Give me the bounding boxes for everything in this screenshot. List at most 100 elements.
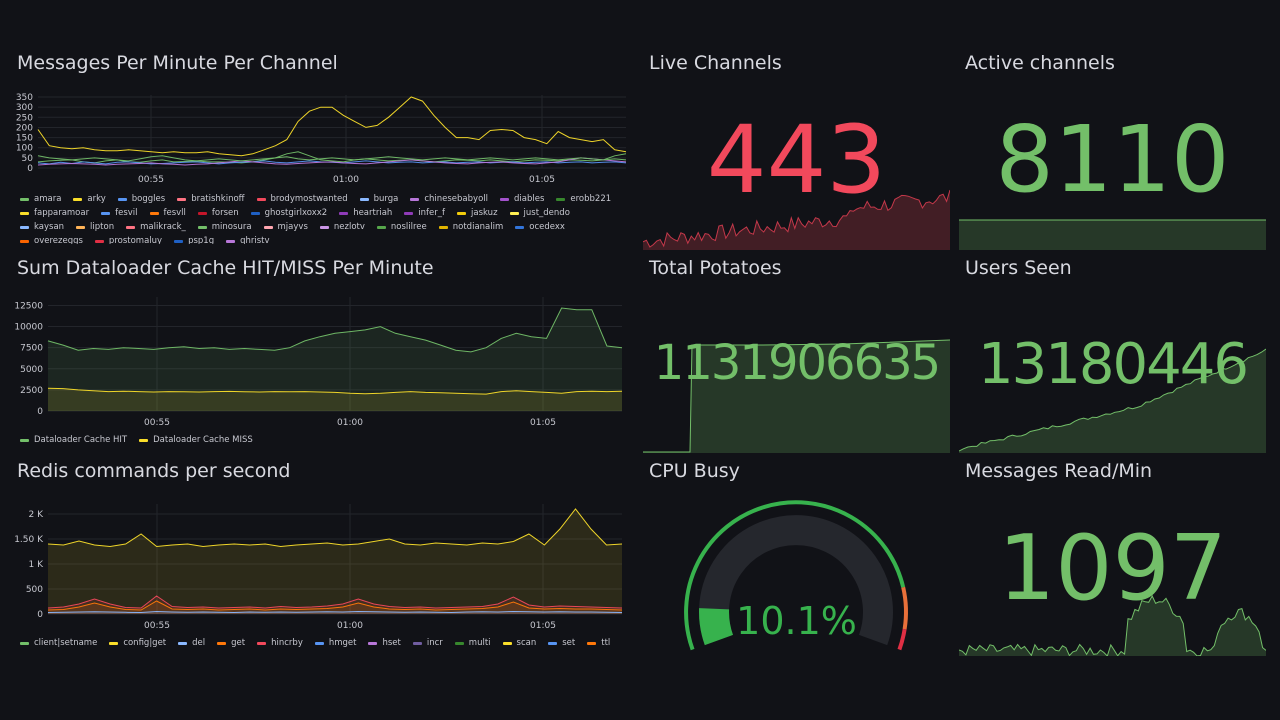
- x-tick-label: 01:05: [530, 621, 556, 631]
- legend-item[interactable]: qhristv: [226, 236, 270, 244]
- legend-item[interactable]: burga: [359, 194, 399, 204]
- legend-item[interactable]: del: [178, 636, 205, 650]
- panel-title: Sum Dataloader Cache HIT/MISS Per Minute: [17, 257, 434, 279]
- legend-item[interactable]: psp1g: [174, 236, 214, 244]
- legend-swatch: [256, 197, 266, 201]
- legend-item[interactable]: ghostgirlxoxx2: [250, 208, 328, 218]
- legend-item[interactable]: brodymostwanted: [256, 194, 348, 204]
- legend-swatch: [502, 641, 512, 645]
- legend-label: minosura: [211, 222, 252, 232]
- legend-swatch: [548, 641, 558, 645]
- legend-item[interactable]: hincrby: [257, 636, 303, 650]
- y-tick-label: 50: [22, 154, 34, 164]
- legend-item[interactable]: set: [548, 636, 575, 650]
- panel-redis-commands: Redis commands per second 0 500 1 K 1.50 K 2…: [0, 456, 636, 656]
- legend-item[interactable]: get: [217, 636, 245, 650]
- legend-label: just_dendo: [523, 208, 570, 218]
- legend-item[interactable]: just_dendo: [509, 208, 570, 218]
- legend-item[interactable]: forsen: [197, 208, 239, 218]
- legend-item[interactable]: overezeggs: [20, 236, 83, 244]
- legend-swatch: [174, 239, 184, 243]
- sparkline-line: [959, 594, 1266, 656]
- series-line: [47, 610, 623, 614]
- panel-title: Redis commands per second: [17, 460, 291, 482]
- panel-dataloader-cache: Sum Dataloader Cache HIT/MISS Per Minute…: [0, 253, 636, 453]
- y-tick-label: 250: [16, 113, 33, 123]
- legend-label: hset: [382, 638, 401, 648]
- stat-title: CPU Busy: [649, 460, 740, 482]
- legend-item[interactable]: ocedexx: [515, 222, 565, 232]
- legend-item[interactable]: bratishkinoff: [177, 194, 245, 204]
- gauge-threshold-green: [684, 500, 906, 651]
- stat-title: Live Channels: [649, 52, 782, 74]
- legend-item[interactable]: notdianalim: [438, 222, 504, 232]
- legend-item[interactable]: ttl: [587, 636, 610, 650]
- legend-item[interactable]: diables: [500, 194, 544, 204]
- legend-item[interactable]: kaysan: [20, 222, 64, 232]
- legend-label: prostomaluy: [108, 236, 163, 244]
- legend-item[interactable]: infer_f: [404, 208, 445, 218]
- legend-item[interactable]: nezlotv: [319, 222, 365, 232]
- gauge-track: [699, 515, 893, 646]
- gauge-threshold-red: [897, 628, 907, 651]
- y-tick-label: 100: [16, 144, 33, 154]
- series-line: [47, 508, 623, 548]
- legend-label: forsen: [211, 208, 239, 218]
- legend-item[interactable]: prostomaluy: [94, 236, 163, 244]
- legend-item[interactable]: scan: [502, 636, 536, 650]
- legend-label: Dataloader Cache HIT: [34, 435, 128, 445]
- legend-label: notdianalim: [452, 222, 504, 232]
- legend-item[interactable]: erobb221: [556, 194, 611, 204]
- legend-item[interactable]: jaskuz: [457, 208, 498, 218]
- legend-item[interactable]: hmget: [314, 636, 356, 650]
- legend-item[interactable]: chinesebabyoll: [410, 194, 488, 204]
- legend-item[interactable]: hset: [368, 636, 401, 650]
- legend-item[interactable]: boggles: [117, 194, 165, 204]
- legend-item[interactable]: fesvll: [149, 208, 186, 218]
- series-line: [47, 595, 623, 609]
- legend-label: fapparamoar: [34, 208, 90, 218]
- gauge-threshold-orange: [901, 586, 908, 630]
- messages-read-sparkline: [959, 594, 1266, 656]
- legend-item[interactable]: arky: [73, 194, 106, 204]
- legend-item[interactable]: Dataloader Cache MISS: [139, 433, 253, 447]
- legend-label: infer_f: [418, 208, 446, 218]
- series-line: [37, 151, 627, 164]
- legend-item[interactable]: multi: [454, 636, 491, 650]
- legend-item[interactable]: mjayvs: [263, 222, 308, 232]
- legend-swatch: [376, 225, 386, 229]
- legend-item[interactable]: client|setname: [20, 636, 97, 650]
- legend-item[interactable]: incr: [412, 636, 443, 650]
- legend-item[interactable]: fapparamoar: [20, 208, 89, 218]
- series-line: [47, 307, 623, 353]
- stat-active-channels: Active channels 8110: [959, 0, 1266, 250]
- legend-item[interactable]: config|get: [109, 636, 166, 650]
- legend-swatch: [509, 211, 519, 215]
- chart-legend: Dataloader Cache HIT Dataloader Cache MIS…: [20, 433, 616, 447]
- series-line: [47, 387, 623, 395]
- legend-item[interactable]: malikrack_: [126, 222, 186, 232]
- legend-item[interactable]: heartriah: [339, 208, 392, 218]
- sparkline-area: [643, 340, 950, 453]
- legend-item[interactable]: Dataloader Cache HIT: [20, 433, 127, 447]
- legend-swatch: [217, 641, 227, 645]
- legend-item[interactable]: fesvil: [101, 208, 138, 218]
- legend-item[interactable]: noslilree: [376, 222, 427, 232]
- legend-label: burga: [373, 194, 399, 204]
- legend-item[interactable]: lipton: [76, 222, 114, 232]
- legend-item[interactable]: amara: [20, 194, 61, 204]
- legend-label: kaysan: [34, 222, 65, 232]
- series-area: [48, 308, 622, 411]
- stat-value: 13180446: [977, 332, 1249, 397]
- legend-label: Dataloader Cache MISS: [153, 435, 253, 445]
- x-tick-label: 00:55: [144, 418, 170, 428]
- legend-label: overezeggs: [34, 236, 83, 244]
- legend-label: ghostgirlxoxx2: [264, 208, 328, 218]
- legend-label: jaskuz: [471, 208, 498, 218]
- stat-title: Messages Read/Min: [965, 460, 1153, 482]
- legend-swatch: [257, 641, 267, 645]
- legend-item[interactable]: minosura: [197, 222, 252, 232]
- y-tick-label: 5000: [20, 365, 43, 375]
- legend-label: nezlotv: [333, 222, 365, 232]
- legend-swatch: [587, 641, 597, 645]
